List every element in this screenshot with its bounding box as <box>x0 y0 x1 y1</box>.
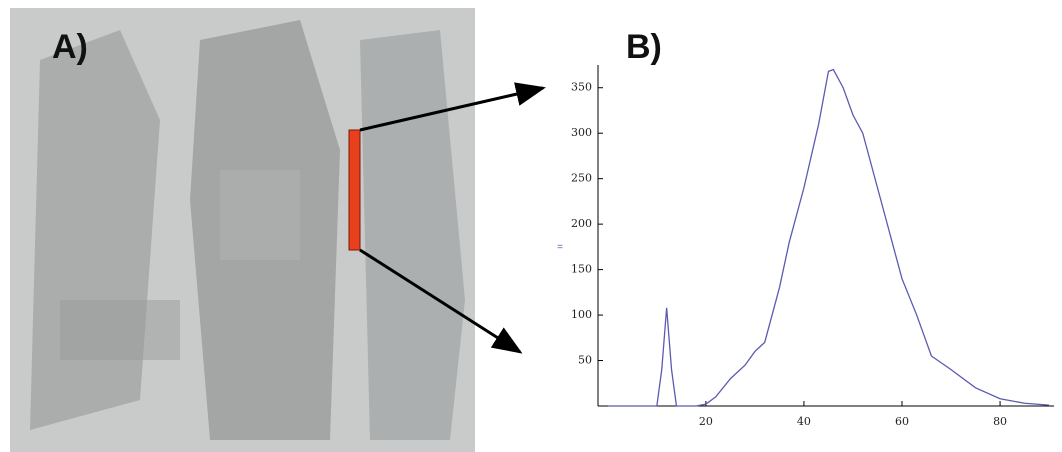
x-tick-label: 60 <box>895 415 909 428</box>
y-tick-label: 100 <box>571 308 592 321</box>
y-tick-label: 250 <box>571 172 592 185</box>
x-tick-label: 40 <box>797 415 811 428</box>
y-tick-label: 50 <box>578 354 592 367</box>
selection-bar <box>348 129 361 251</box>
y-tick-label: 200 <box>571 217 592 230</box>
x-tick-label: 80 <box>993 415 1007 428</box>
y-tick-label: 300 <box>571 126 592 139</box>
panel-label: A) <box>52 28 88 66</box>
data-line <box>607 68 1050 407</box>
x-tick-label: 20 <box>699 415 713 428</box>
panel-label: B) <box>626 28 662 66</box>
arrow <box>359 82 546 132</box>
y-axis-label: = <box>557 242 563 253</box>
y-tick-label: 350 <box>571 81 592 94</box>
painting <box>10 8 475 452</box>
arrow <box>359 248 523 354</box>
y-tick-label: 150 <box>571 263 592 276</box>
